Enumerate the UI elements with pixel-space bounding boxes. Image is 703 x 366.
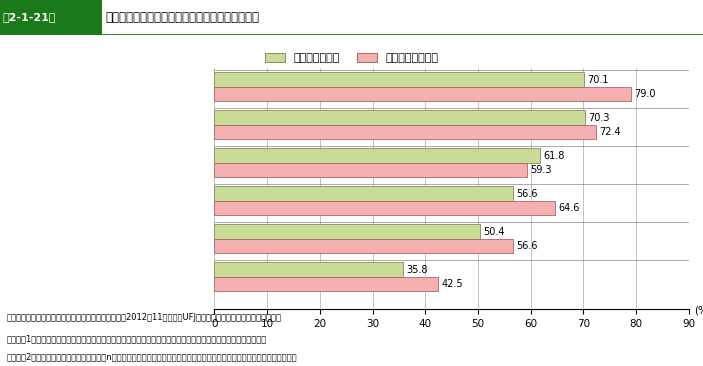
Legend: 地域需要創出型, グローバル成長型: 地域需要創出型, グローバル成長型 (260, 48, 443, 68)
Text: 42.5: 42.5 (441, 279, 463, 289)
Text: 56.6: 56.6 (516, 188, 538, 199)
Text: 50.4: 50.4 (484, 227, 505, 237)
Text: 59.3: 59.3 (530, 165, 552, 175)
Text: 64.6: 64.6 (558, 203, 579, 213)
Bar (214, 239, 512, 253)
Text: 72.4: 72.4 (599, 127, 621, 137)
Text: 起業形態別の起業家が必要と感じる起業支援施策: 起業形態別の起業家が必要と感じる起業支援施策 (105, 11, 259, 24)
Text: 2．各回答項目における（　）内のn値は、左側が「地域需要創出型」、右側が「グローバル成長型」の企業数である。: 2．各回答項目における（ ）内のn値は、左側が「地域需要創出型」、右側が「グロー… (7, 353, 297, 362)
Text: 第2-1-21図: 第2-1-21図 (3, 12, 56, 22)
Text: 61.8: 61.8 (543, 150, 565, 161)
Bar (214, 201, 555, 215)
Bar (214, 72, 584, 87)
Bar (214, 163, 527, 177)
Text: 資料：中小企業庁委託「起業の実態に関する調査」（2012年11月、三菱UFJリサーチ＆コンサルティング（株））: 資料：中小企業庁委託「起業の実態に関する調査」（2012年11月、三菱UFJリサ… (7, 313, 282, 322)
Bar (214, 148, 540, 163)
Text: 70.3: 70.3 (588, 112, 610, 123)
Bar (214, 224, 480, 239)
Text: (%): (%) (695, 306, 703, 315)
Text: 56.6: 56.6 (516, 241, 538, 251)
Bar (214, 277, 439, 291)
Bar (214, 186, 512, 201)
Bar (214, 125, 596, 139)
Bar (214, 87, 631, 101)
Text: 35.8: 35.8 (406, 265, 428, 275)
Bar (0, 0, 102, 35)
Bar (214, 110, 585, 125)
Text: 70.1: 70.1 (587, 75, 609, 85)
Text: （注）　1．各項目の割合は、それぞれの支援施策に「必要」、「ある程度必要」と回答した企業を集計している。: （注） 1．各項目の割合は、それぞれの支援施策に「必要」、「ある程度必要」と回答… (7, 334, 267, 343)
Bar (214, 262, 403, 277)
Text: 79.0: 79.0 (634, 89, 656, 99)
